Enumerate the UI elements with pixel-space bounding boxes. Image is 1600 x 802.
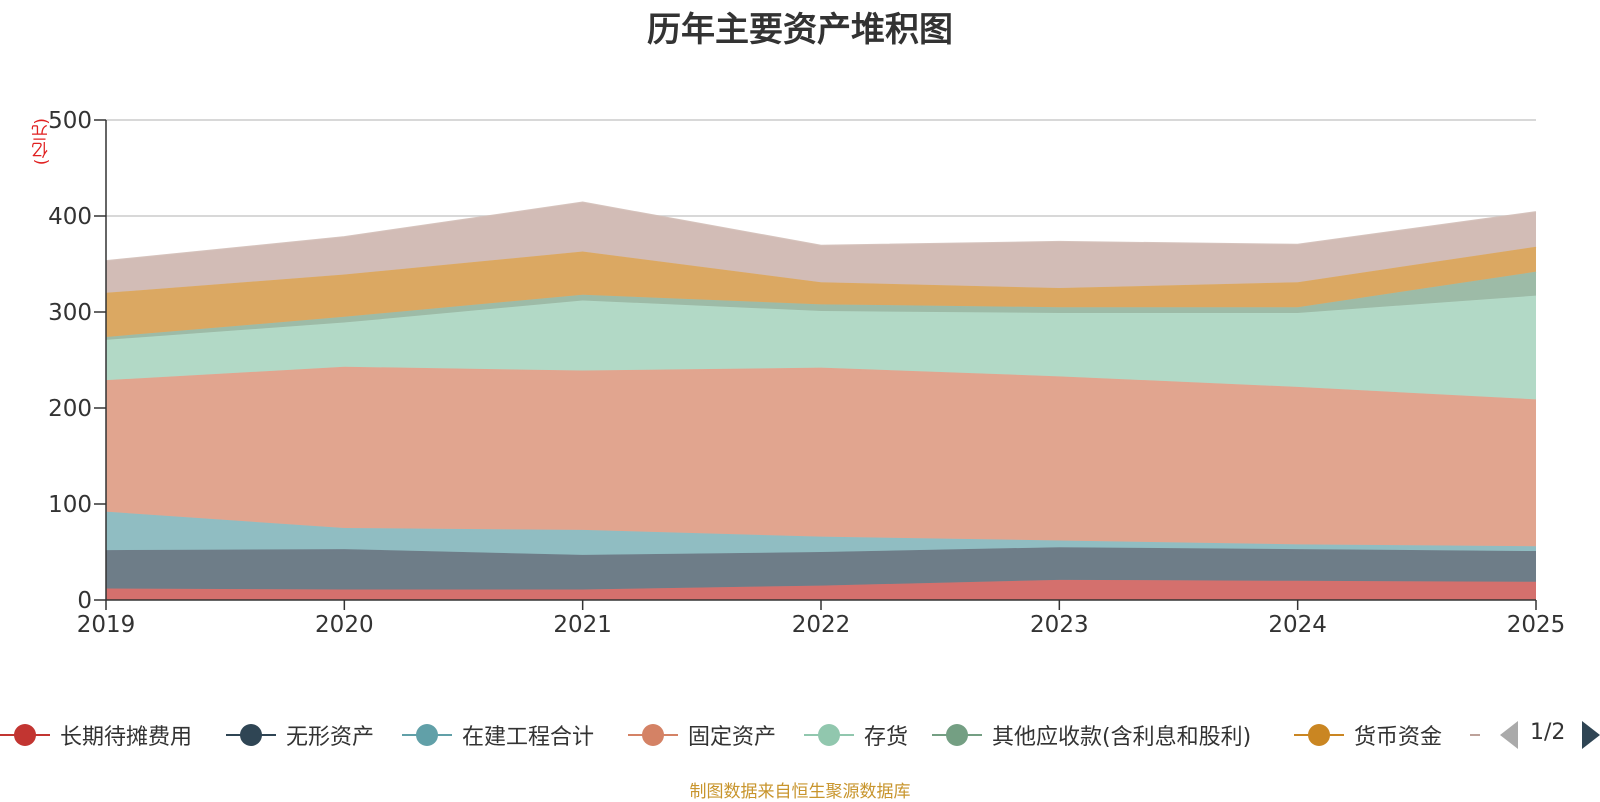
marker-dot [1308,724,1330,746]
legend-item-monetary-funds[interactable]: 货币资金 [1294,718,1442,752]
y-tick-label: 500 [48,108,92,134]
marker-dot [642,724,664,746]
legend-marker-icon [1294,718,1344,752]
legend-item-intangible-assets[interactable]: 无形资产 [226,718,374,752]
legend-label: 货币资金 [1354,725,1443,750]
legend-item-inventory[interactable]: 存货 [804,718,908,752]
marker-dot [14,724,36,746]
legend-label: 存货 [864,725,909,750]
pager-prev-arrow-icon[interactable] [1500,721,1518,749]
x-tick-label: 2023 [1030,612,1089,638]
y-tick-label: 400 [48,204,92,230]
legend-marker-icon [226,718,276,752]
legend: 长期待摊费用 无形资产 在建工程合计 固定资产 存货 其他应收款(含利息和股利)… [0,718,1600,752]
legend-marker-icon [932,718,982,752]
y-tick-label: 300 [48,300,92,326]
x-tick-label: 2025 [1507,612,1566,638]
legend-label: 长期待摊费用 [60,725,193,750]
x-tick-label: 2024 [1268,612,1327,638]
legend-item-construction-in-progress[interactable]: 在建工程合计 [402,718,594,752]
x-tick-label: 2019 [77,612,136,638]
area-series [106,511,1536,555]
area-series [106,246,1536,337]
area-series [106,366,1536,547]
y-tick-label: 0 [77,588,92,614]
marker-dot [818,724,840,746]
legend-item-long-term-deferred[interactable]: 长期待摊费用 [0,718,192,752]
y-tick-label: 100 [48,492,92,518]
legend-item-fixed-assets[interactable]: 固定资产 [628,718,776,752]
area-series-edge [105,201,1537,263]
area-series [106,579,1536,600]
area-series [106,202,1536,293]
legend-marker-icon [628,718,678,752]
legend-marker-icon [0,718,50,752]
chart-title: 历年主要资产堆积图 [647,10,953,50]
source-note: 制图数据来自恒生聚源数据库 [689,782,911,802]
pager-next-arrow-icon[interactable] [1582,721,1600,749]
marker-dot [946,724,968,746]
area-series [106,547,1536,590]
area-series [106,295,1536,400]
legend-marker-icon [804,718,854,752]
marker-line [1470,734,1480,736]
legend-label: 固定资产 [688,725,777,750]
x-tick-label: 2020 [315,612,374,638]
marker-dot [416,724,438,746]
marker-dot [240,724,262,746]
x-tick-label: 2021 [553,612,612,638]
y-axis-unit-label: (亿元) [32,118,52,166]
legend-label: 无形资产 [286,725,375,750]
pager-page-indicator: 1/2 [1530,720,1566,745]
y-tick-label: 200 [48,396,92,422]
legend-item-other-receivables[interactable]: 其他应收款(含利息和股利) [932,718,1251,752]
legend-marker-icon [402,718,452,752]
legend-pager: 1/2 [1500,718,1600,752]
legend-label: 在建工程合计 [462,725,595,750]
legend-label: 其他应收款(含利息和股利) [992,725,1252,750]
legend-overflow-marker [1470,718,1480,752]
x-tick-label: 2022 [792,612,851,638]
area-series [106,271,1536,340]
